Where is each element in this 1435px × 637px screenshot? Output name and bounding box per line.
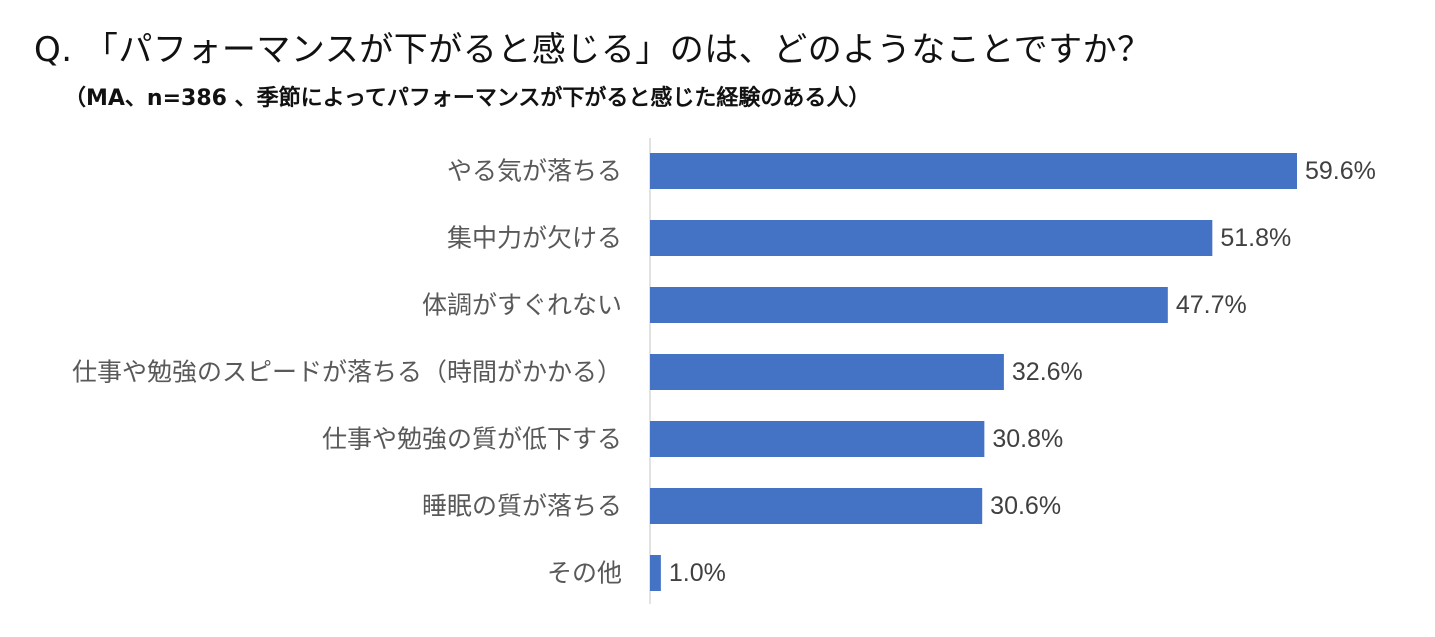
category-label: 睡眠の質が落ちる [422,492,622,521]
bar [650,354,1004,390]
category-label: 集中力が欠ける [447,224,622,253]
value-label: 51.8% [1220,224,1291,252]
category-label: 仕事や勉強の質が低下する [322,425,622,454]
chart-subtitle: （MA、n=386 、季節によってパフォーマンスが下がると感じた経験のある人） [64,86,871,111]
bar [650,153,1297,189]
category-label: 仕事や勉強のスピードが落ちる（時間がかかる） [72,358,622,387]
value-label: 47.7% [1176,291,1247,319]
category-label: 体調がすぐれない [422,291,622,320]
bar [650,287,1168,323]
value-label: 32.6% [1012,358,1083,386]
bar [650,220,1213,256]
value-label: 30.6% [990,492,1061,520]
category-label: やる気が落ちる [447,157,622,186]
value-label: 30.8% [992,425,1063,453]
value-label: 1.0% [669,559,726,587]
chart-title: Q. 「パフォーマンスが下がると感じる」のは、どのようなことですか？ [34,30,1152,70]
bar [650,421,985,457]
value-label: 59.6% [1305,157,1376,185]
category-label: その他 [547,559,622,588]
bar [650,488,983,524]
bar [650,555,661,591]
